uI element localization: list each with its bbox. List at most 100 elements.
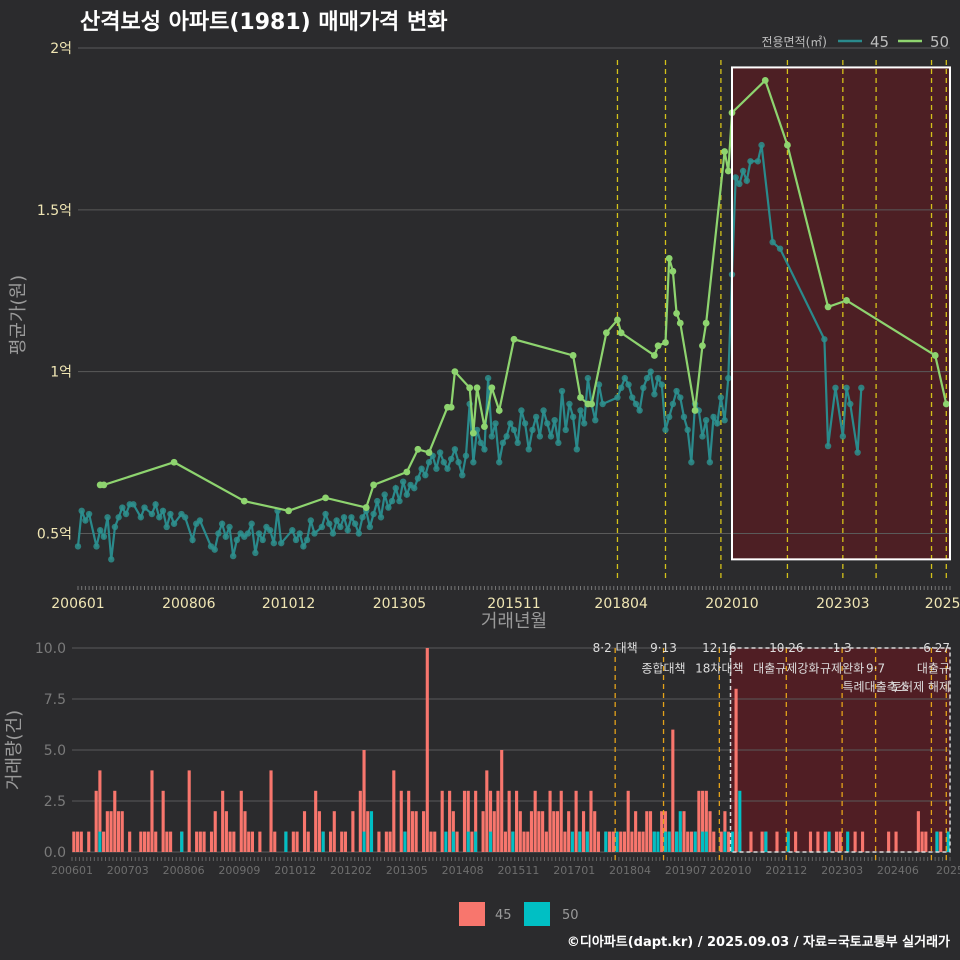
series-45-point <box>651 391 658 398</box>
series-45-point <box>344 527 351 534</box>
x-tick-label-bottom: 201202 <box>330 864 372 877</box>
series-45-point <box>732 174 739 181</box>
series-45-point <box>96 527 104 534</box>
series-45-point <box>680 413 688 421</box>
bar-50 <box>693 831 697 852</box>
series-45-point <box>854 449 861 456</box>
bar-45 <box>548 790 552 852</box>
bar-45 <box>630 831 634 852</box>
bar-45 <box>641 831 645 852</box>
series-50-point <box>588 400 595 408</box>
bar-45 <box>648 811 653 852</box>
series-45-point <box>481 446 488 453</box>
legend-label-bar-45: 45 <box>495 908 512 923</box>
series-45-point <box>233 536 241 544</box>
series-45-point <box>547 433 555 440</box>
x-tick-label-top: 201511 <box>487 596 540 612</box>
bar-45 <box>76 831 80 852</box>
bar-45 <box>392 770 396 852</box>
policy-annotation: 6·27 <box>923 641 950 655</box>
series-45-point <box>399 478 407 485</box>
bar-50 <box>764 831 768 852</box>
bar-45 <box>637 831 641 852</box>
series-45-point <box>444 465 451 472</box>
series-45-point <box>577 407 584 414</box>
series-45-point <box>115 514 122 521</box>
series-45-point <box>414 475 422 482</box>
series-45-point <box>776 245 784 252</box>
series-50-point <box>370 481 377 489</box>
series-45-point <box>392 484 399 492</box>
bar-50 <box>369 811 374 852</box>
series-45-point <box>425 459 433 466</box>
bar-45 <box>708 811 712 852</box>
x-tick-label-bottom: 2025 <box>936 864 960 877</box>
series-45-point <box>355 530 363 537</box>
series-45-point <box>167 510 174 518</box>
bar-45 <box>626 790 630 852</box>
x-tick-label-bottom: 200909 <box>218 864 260 877</box>
bar-50 <box>488 831 493 852</box>
series-45-point <box>388 497 396 505</box>
x-tick-label-bottom: 201701 <box>553 864 595 877</box>
series-45-point <box>104 514 111 521</box>
series-45-point <box>348 514 355 521</box>
series-45-point <box>673 387 680 395</box>
y-tick-label-bottom: 0.0 <box>44 845 66 861</box>
series-50-point <box>495 407 503 414</box>
series-45-point <box>499 439 507 447</box>
bar-45 <box>247 831 251 852</box>
bar-45 <box>384 831 388 852</box>
series-45-point <box>396 497 403 505</box>
bar-45 <box>466 790 470 852</box>
bar-50 <box>652 831 656 852</box>
bar-45 <box>939 831 943 852</box>
bar-45 <box>440 790 444 852</box>
series-50-point <box>322 494 329 502</box>
x-tick-label-top: 201305 <box>373 596 426 612</box>
series-45-point <box>488 433 496 440</box>
series-45-point <box>739 167 747 175</box>
x-tick-label-bottom: 201907 <box>665 864 707 877</box>
bar-45 <box>887 831 891 852</box>
series-45-point <box>743 177 750 184</box>
bar-45 <box>314 790 318 852</box>
bar-45 <box>462 790 467 852</box>
bar-50 <box>604 831 608 852</box>
series-45-point <box>337 523 344 531</box>
bar-45 <box>775 831 779 852</box>
series-45-point <box>758 141 765 149</box>
bar-45 <box>507 790 511 852</box>
series-45-point <box>289 527 296 534</box>
bar-45 <box>425 648 429 852</box>
bar-50 <box>946 831 950 852</box>
x-tick-label-bottom: 201804 <box>609 864 651 877</box>
series-45-point <box>529 426 536 434</box>
bar-45 <box>154 831 158 852</box>
bar-45 <box>589 790 593 852</box>
bar-45 <box>109 811 113 852</box>
bar-45 <box>719 831 723 852</box>
bar-50 <box>444 831 448 852</box>
bar-45 <box>150 770 154 852</box>
bar-45 <box>243 811 247 852</box>
bar-45 <box>474 790 478 852</box>
series-45-point <box>436 449 444 456</box>
bar-45 <box>697 790 701 852</box>
bar-45 <box>689 831 693 852</box>
series-45-point <box>462 452 470 459</box>
series-45-point <box>447 455 455 463</box>
series-45-point <box>244 530 252 537</box>
series-45-point <box>492 420 499 427</box>
series-45-point <box>163 523 170 531</box>
bar-45 <box>485 770 489 852</box>
series-45-point <box>569 413 577 421</box>
series-45-point <box>736 180 743 188</box>
series-45-point <box>351 520 359 527</box>
policy-annotation: 9·7 <box>866 661 885 675</box>
bar-45 <box>660 811 664 852</box>
highlight-border-top <box>731 66 951 561</box>
x-tick-label-top: 202303 <box>816 596 869 612</box>
bar-45 <box>388 831 392 852</box>
